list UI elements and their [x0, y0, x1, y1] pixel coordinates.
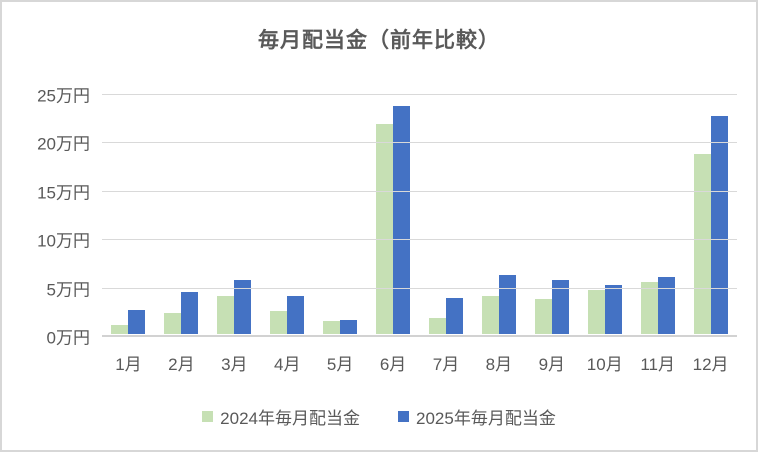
bar-group-6月	[367, 94, 420, 334]
bar-2024年毎月配当金-1月	[111, 325, 129, 334]
bar-2024年毎月配当金-8月	[481, 295, 499, 334]
x-axis-line	[102, 335, 737, 337]
gridline	[102, 142, 737, 144]
y-tick-label: 15万円	[37, 183, 90, 203]
bar-group-10月	[578, 94, 631, 334]
bar-group-1月	[102, 94, 155, 334]
bar-2025年毎月配当金-8月	[498, 275, 516, 334]
legend-label: 2024年毎月配当金	[220, 409, 360, 428]
bar-group-12月	[684, 94, 737, 334]
bar-2024年毎月配当金-10月	[587, 289, 605, 334]
y-tick-label: 10万円	[37, 231, 90, 251]
y-tick-label: 25万円	[37, 86, 90, 106]
gridline	[102, 190, 737, 192]
y-tick-label: 0万円	[46, 328, 90, 348]
legend-item-2024年毎月配当金: 2024年毎月配当金	[202, 404, 360, 429]
gridline	[102, 239, 737, 241]
bar-group-3月	[208, 94, 261, 334]
bar-2024年毎月配当金-11月	[640, 282, 658, 334]
bar-group-5月	[314, 94, 367, 334]
x-tick-label: 2月	[168, 355, 195, 374]
bar-2025年毎月配当金-6月	[393, 105, 411, 334]
bar-2025年毎月配当金-3月	[234, 280, 252, 334]
x-tick-label: 10月	[586, 355, 623, 374]
x-tick-label: 7月	[432, 355, 460, 374]
bar-2025年毎月配当金-12月	[710, 116, 728, 334]
bar-group-11月	[631, 94, 684, 334]
x-tick-label: 1月	[115, 355, 142, 374]
legend-swatch-icon	[202, 411, 214, 422]
bar-group-8月	[472, 94, 525, 334]
plot-area	[102, 94, 737, 337]
y-axis-tick-labels: 0万円 5万円 10万円 15万円 20万円 25万円	[2, 87, 90, 348]
bar-2024年毎月配当金-9月	[534, 299, 552, 334]
y-tick-label: 20万円	[37, 134, 90, 154]
bar-2025年毎月配当金-4月	[287, 295, 305, 334]
bar-2025年毎月配当金-7月	[445, 297, 463, 334]
bar-2025年毎月配当金-5月	[340, 319, 358, 334]
legend-swatch-icon	[398, 411, 409, 422]
bar-2024年毎月配当金-2月	[164, 312, 182, 334]
bar-group-4月	[261, 94, 314, 334]
bar-2025年毎月配当金-2月	[181, 291, 199, 334]
x-tick-label: 11月	[640, 355, 675, 374]
bar-2024年毎月配当金-12月	[693, 153, 711, 334]
legend-label: 2025年毎月配当金	[416, 409, 556, 428]
x-tick-label: 8月	[485, 355, 513, 374]
chart-title: 毎月配当金（前年比較）	[258, 29, 500, 52]
gridline	[102, 94, 737, 95]
legend-item-2025年毎月配当金: 2025年毎月配当金	[398, 404, 556, 429]
bar-2024年毎月配当金-5月	[323, 320, 341, 334]
x-axis-tick-labels: 1月 2月 3月 4月 5月 6月 7月 8月 9月 10月 11月 12月	[102, 350, 737, 375]
bar-group-7月	[420, 94, 473, 334]
bar-2025年毎月配当金-9月	[551, 280, 569, 334]
y-tick-label: 5万円	[46, 280, 90, 300]
bar-2025年毎月配当金-1月	[128, 310, 146, 334]
bar-2024年毎月配当金-3月	[217, 295, 235, 334]
bar-2025年毎月配当金-10月	[604, 285, 622, 334]
legend: 2024年毎月配当金 2025年毎月配当金	[2, 404, 756, 429]
bar-2025年毎月配当金-11月	[657, 277, 675, 334]
gridline	[102, 287, 737, 289]
bar-group-2月	[155, 94, 208, 334]
x-tick-label: 5月	[326, 355, 354, 374]
x-tick-label: 9月	[538, 355, 566, 374]
bar-2024年毎月配当金-6月	[376, 123, 394, 334]
x-tick-label: 12月	[692, 355, 729, 374]
x-tick-label: 3月	[221, 355, 248, 374]
bar-2024年毎月配当金-7月	[428, 317, 446, 334]
bar-group-9月	[525, 94, 578, 334]
bars-layer	[102, 94, 737, 334]
x-tick-label: 4月	[273, 355, 301, 374]
bar-2024年毎月配当金-4月	[270, 310, 288, 334]
x-tick-label: 6月	[379, 355, 407, 374]
